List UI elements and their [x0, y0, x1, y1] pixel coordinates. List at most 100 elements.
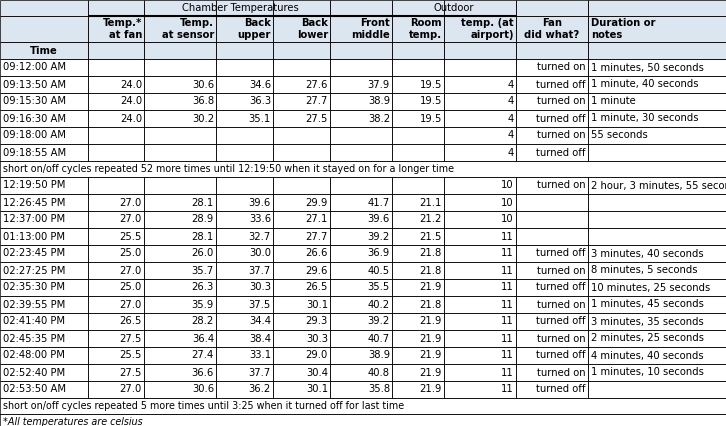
Text: 37.9: 37.9: [368, 80, 390, 89]
Bar: [0, 262, 726, 279]
Text: 25.0: 25.0: [120, 282, 142, 293]
Text: 21.1: 21.1: [420, 198, 442, 207]
Bar: [0, 211, 726, 228]
Text: lower: lower: [297, 30, 328, 40]
Text: 19.5: 19.5: [420, 80, 442, 89]
Text: 30.0: 30.0: [249, 248, 271, 259]
Text: 30.1: 30.1: [306, 385, 328, 394]
Text: 26.5: 26.5: [120, 317, 142, 326]
Text: short on/off cycles repeated 5 more times until 3:25 when it turned off for last: short on/off cycles repeated 5 more time…: [3, 401, 404, 411]
Text: 24.0: 24.0: [120, 97, 142, 106]
Text: 21.9: 21.9: [420, 334, 442, 343]
Bar: [0, 161, 726, 177]
Text: 1 minute: 1 minute: [591, 97, 636, 106]
Text: 2 minutes, 25 seconds: 2 minutes, 25 seconds: [591, 334, 704, 343]
Text: temp. (at: temp. (at: [462, 18, 514, 28]
Text: 40.5: 40.5: [368, 265, 390, 276]
Text: 10: 10: [502, 181, 514, 190]
Text: turned on: turned on: [537, 97, 586, 106]
Text: at fan: at fan: [109, 30, 142, 40]
Text: 39.6: 39.6: [249, 198, 271, 207]
Text: 12:37:00 PM: 12:37:00 PM: [3, 215, 65, 225]
Text: 26.6: 26.6: [306, 248, 328, 259]
Text: 38.9: 38.9: [368, 351, 390, 360]
Text: 21.9: 21.9: [420, 351, 442, 360]
Text: 30.3: 30.3: [306, 334, 328, 343]
Text: 27.0: 27.0: [120, 265, 142, 276]
Text: 4: 4: [507, 80, 514, 89]
Bar: [0, 194, 726, 211]
Text: 09:15:30 AM: 09:15:30 AM: [3, 97, 66, 106]
Bar: [0, 110, 726, 127]
Text: 27.5: 27.5: [120, 334, 142, 343]
Bar: [0, 127, 726, 144]
Text: 38.4: 38.4: [249, 334, 271, 343]
Bar: [0, 279, 726, 296]
Bar: [0, 42, 726, 59]
Bar: [0, 228, 726, 245]
Text: 35.8: 35.8: [368, 385, 390, 394]
Text: Back: Back: [301, 18, 328, 28]
Bar: [0, 0, 726, 16]
Text: 21.9: 21.9: [420, 368, 442, 377]
Bar: [0, 59, 726, 76]
Text: 3 minutes, 35 seconds: 3 minutes, 35 seconds: [591, 317, 703, 326]
Text: 21.5: 21.5: [420, 231, 442, 242]
Bar: [0, 330, 726, 347]
Text: 1 minutes, 50 seconds: 1 minutes, 50 seconds: [591, 63, 704, 72]
Text: Back: Back: [244, 18, 271, 28]
Text: 4: 4: [507, 147, 514, 158]
Text: turned on: turned on: [537, 334, 586, 343]
Text: 02:35:30 PM: 02:35:30 PM: [3, 282, 65, 293]
Text: 36.6: 36.6: [192, 368, 214, 377]
Text: 19.5: 19.5: [420, 97, 442, 106]
Text: 02:39:55 PM: 02:39:55 PM: [3, 299, 65, 310]
Text: Time: Time: [30, 46, 58, 55]
Text: 33.1: 33.1: [249, 351, 271, 360]
Text: short on/off cycles repeated 52 more times until 12:19:50 when it stayed on for : short on/off cycles repeated 52 more tim…: [3, 164, 454, 174]
Text: 11: 11: [501, 368, 514, 377]
Text: Outdoor: Outdoor: [433, 3, 474, 13]
Text: 30.3: 30.3: [249, 282, 271, 293]
Text: turned off: turned off: [537, 113, 586, 124]
Text: 36.4: 36.4: [192, 334, 214, 343]
Bar: [0, 245, 726, 262]
Text: 27.1: 27.1: [306, 215, 328, 225]
Text: 11: 11: [501, 334, 514, 343]
Text: airport): airport): [470, 30, 514, 40]
Text: 11: 11: [501, 351, 514, 360]
Bar: [0, 398, 726, 414]
Text: middle: middle: [351, 30, 390, 40]
Text: 10 minutes, 25 seconds: 10 minutes, 25 seconds: [591, 282, 710, 293]
Text: 1 minutes, 10 seconds: 1 minutes, 10 seconds: [591, 368, 704, 377]
Text: turned on: turned on: [537, 130, 586, 141]
Text: 39.2: 39.2: [368, 231, 390, 242]
Text: turned on: turned on: [537, 265, 586, 276]
Text: 27.0: 27.0: [120, 198, 142, 207]
Text: 32.7: 32.7: [249, 231, 271, 242]
Bar: [0, 414, 726, 426]
Text: 11: 11: [501, 299, 514, 310]
Text: Fan: Fan: [542, 18, 562, 28]
Text: 25.0: 25.0: [120, 248, 142, 259]
Text: 4 minutes, 40 seconds: 4 minutes, 40 seconds: [591, 351, 703, 360]
Text: 27.0: 27.0: [120, 385, 142, 394]
Text: 29.0: 29.0: [306, 351, 328, 360]
Text: 35.1: 35.1: [249, 113, 271, 124]
Text: 10: 10: [502, 198, 514, 207]
Text: 19.5: 19.5: [420, 113, 442, 124]
Bar: [0, 313, 726, 330]
Text: notes: notes: [591, 30, 622, 40]
Text: Front: Front: [360, 18, 390, 28]
Text: 27.4: 27.4: [192, 351, 214, 360]
Text: 21.2: 21.2: [420, 215, 442, 225]
Text: 11: 11: [501, 317, 514, 326]
Text: 02:23:45 PM: 02:23:45 PM: [3, 248, 65, 259]
Text: 09:18:55 AM: 09:18:55 AM: [3, 147, 66, 158]
Text: temp.: temp.: [409, 30, 442, 40]
Text: 1 minute, 30 seconds: 1 minute, 30 seconds: [591, 113, 698, 124]
Text: 39.2: 39.2: [368, 317, 390, 326]
Text: 40.7: 40.7: [368, 334, 390, 343]
Text: 02:45:35 PM: 02:45:35 PM: [3, 334, 65, 343]
Text: did what?: did what?: [524, 30, 579, 40]
